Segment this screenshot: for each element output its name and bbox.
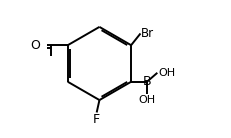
Text: B: B <box>142 75 151 88</box>
Text: F: F <box>93 113 100 126</box>
Text: OH: OH <box>138 95 155 105</box>
Text: O: O <box>30 39 40 52</box>
Text: Br: Br <box>140 27 154 40</box>
Text: OH: OH <box>157 68 174 78</box>
